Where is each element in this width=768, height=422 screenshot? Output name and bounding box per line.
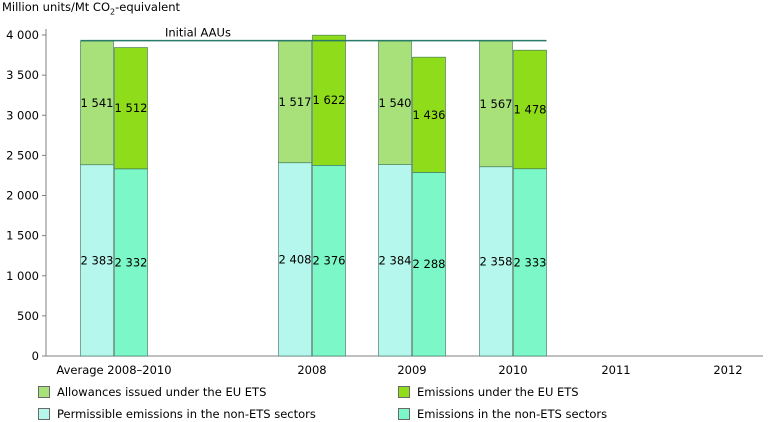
y-unit-suffix: -equivalent (115, 0, 181, 14)
allowance-bar-non-ets (378, 164, 412, 357)
emission-bar-non-ets (114, 168, 148, 357)
allowance-non-ets-value-label: 2 408 (279, 252, 312, 266)
allowance-non-ets-value-label: 2 384 (379, 253, 412, 267)
allowance-ets-value-label: 1 540 (379, 96, 412, 110)
legend-label-permissible-non-ets: Permissible emissions in the non-ETS sec… (57, 407, 316, 421)
legend-item-allowances: Allowances issued under the EU ETS (38, 385, 266, 399)
legend-swatch-non-ets-emissions (398, 408, 410, 420)
y-tick-label: 0 (32, 349, 39, 363)
y-tick-label: 3 500 (6, 68, 39, 82)
y-tick-label: 2 000 (6, 189, 39, 203)
legend-item-ets-emissions: Emissions under the EU ETS (398, 385, 579, 399)
allowance-bar-non-ets (80, 164, 114, 357)
x-tick-label: 2008 (297, 363, 326, 377)
emission-non-ets-value-label: 2 376 (313, 254, 346, 268)
legend-label-allowances: Allowances issued under the EU ETS (57, 385, 267, 399)
x-tick-label: 2010 (498, 363, 527, 377)
emission-bar-non-ets (412, 172, 446, 357)
emission-ets-value-label: 1 436 (413, 108, 446, 122)
y-tick-label: 500 (17, 309, 39, 323)
x-tick-label: 2012 (713, 363, 742, 377)
y-unit-subscript: 2 (110, 7, 116, 17)
x-tick-label: 2009 (397, 363, 426, 377)
emission-bar-non-ets (513, 168, 547, 357)
legend-swatch-permissible-non-ets (38, 408, 50, 420)
legend-swatch-ets-emissions (398, 386, 410, 398)
allowance-bar-ets (378, 40, 412, 165)
legend-swatch-allowances (38, 386, 50, 398)
legend-label-ets-emissions: Emissions under the EU ETS (417, 385, 579, 399)
y-tick-label: 3 000 (6, 108, 39, 122)
allowance-ets-value-label: 1 567 (480, 97, 513, 111)
legend-item-non-ets-emissions: Emissions in the non-ETS sectors (398, 407, 607, 421)
allowance-bar-non-ets (278, 162, 312, 357)
y-tick-label: 4 000 (6, 28, 39, 42)
emission-bar-non-ets (312, 165, 346, 357)
y-tick-label: 2 500 (6, 148, 39, 162)
allowance-non-ets-value-label: 2 358 (480, 254, 513, 268)
allowance-ets-value-label: 1 517 (279, 95, 312, 109)
emission-ets-value-label: 1 622 (313, 93, 346, 107)
legend-item-permissible-non-ets: Permissible emissions in the non-ETS sec… (38, 407, 316, 421)
emission-bar-ets (312, 34, 346, 166)
allowance-bar-ets (479, 40, 513, 168)
x-tick-label: 2011 (601, 363, 630, 377)
emission-non-ets-value-label: 2 288 (413, 257, 446, 271)
emission-bar-ets (412, 56, 446, 173)
legend-label-non-ets-emissions: Emissions in the non-ETS sectors (417, 407, 608, 421)
y-unit-prefix: Million units/Mt CO (2, 0, 110, 14)
emission-ets-value-label: 1 512 (115, 101, 148, 115)
initial-aaus-label: Initial AAUs (165, 26, 231, 40)
emission-ets-value-label: 1 478 (514, 102, 547, 116)
x-tick-label: Average 2008–2010 (56, 363, 171, 377)
y-axis-unit-label: Million units/Mt CO2-equivalent (2, 0, 180, 16)
allowance-bar-non-ets (479, 166, 513, 357)
allowance-non-ets-value-label: 2 383 (81, 253, 114, 267)
y-tick-label: 1 500 (6, 229, 39, 243)
emission-non-ets-value-label: 2 332 (115, 255, 148, 269)
emission-non-ets-value-label: 2 333 (514, 255, 547, 269)
allowance-bar-ets (278, 40, 312, 164)
y-tick-label: 1 000 (6, 269, 39, 283)
emission-bar-ets (114, 47, 148, 170)
emission-bar-ets (513, 49, 547, 170)
allowance-ets-value-label: 1 541 (81, 96, 114, 110)
